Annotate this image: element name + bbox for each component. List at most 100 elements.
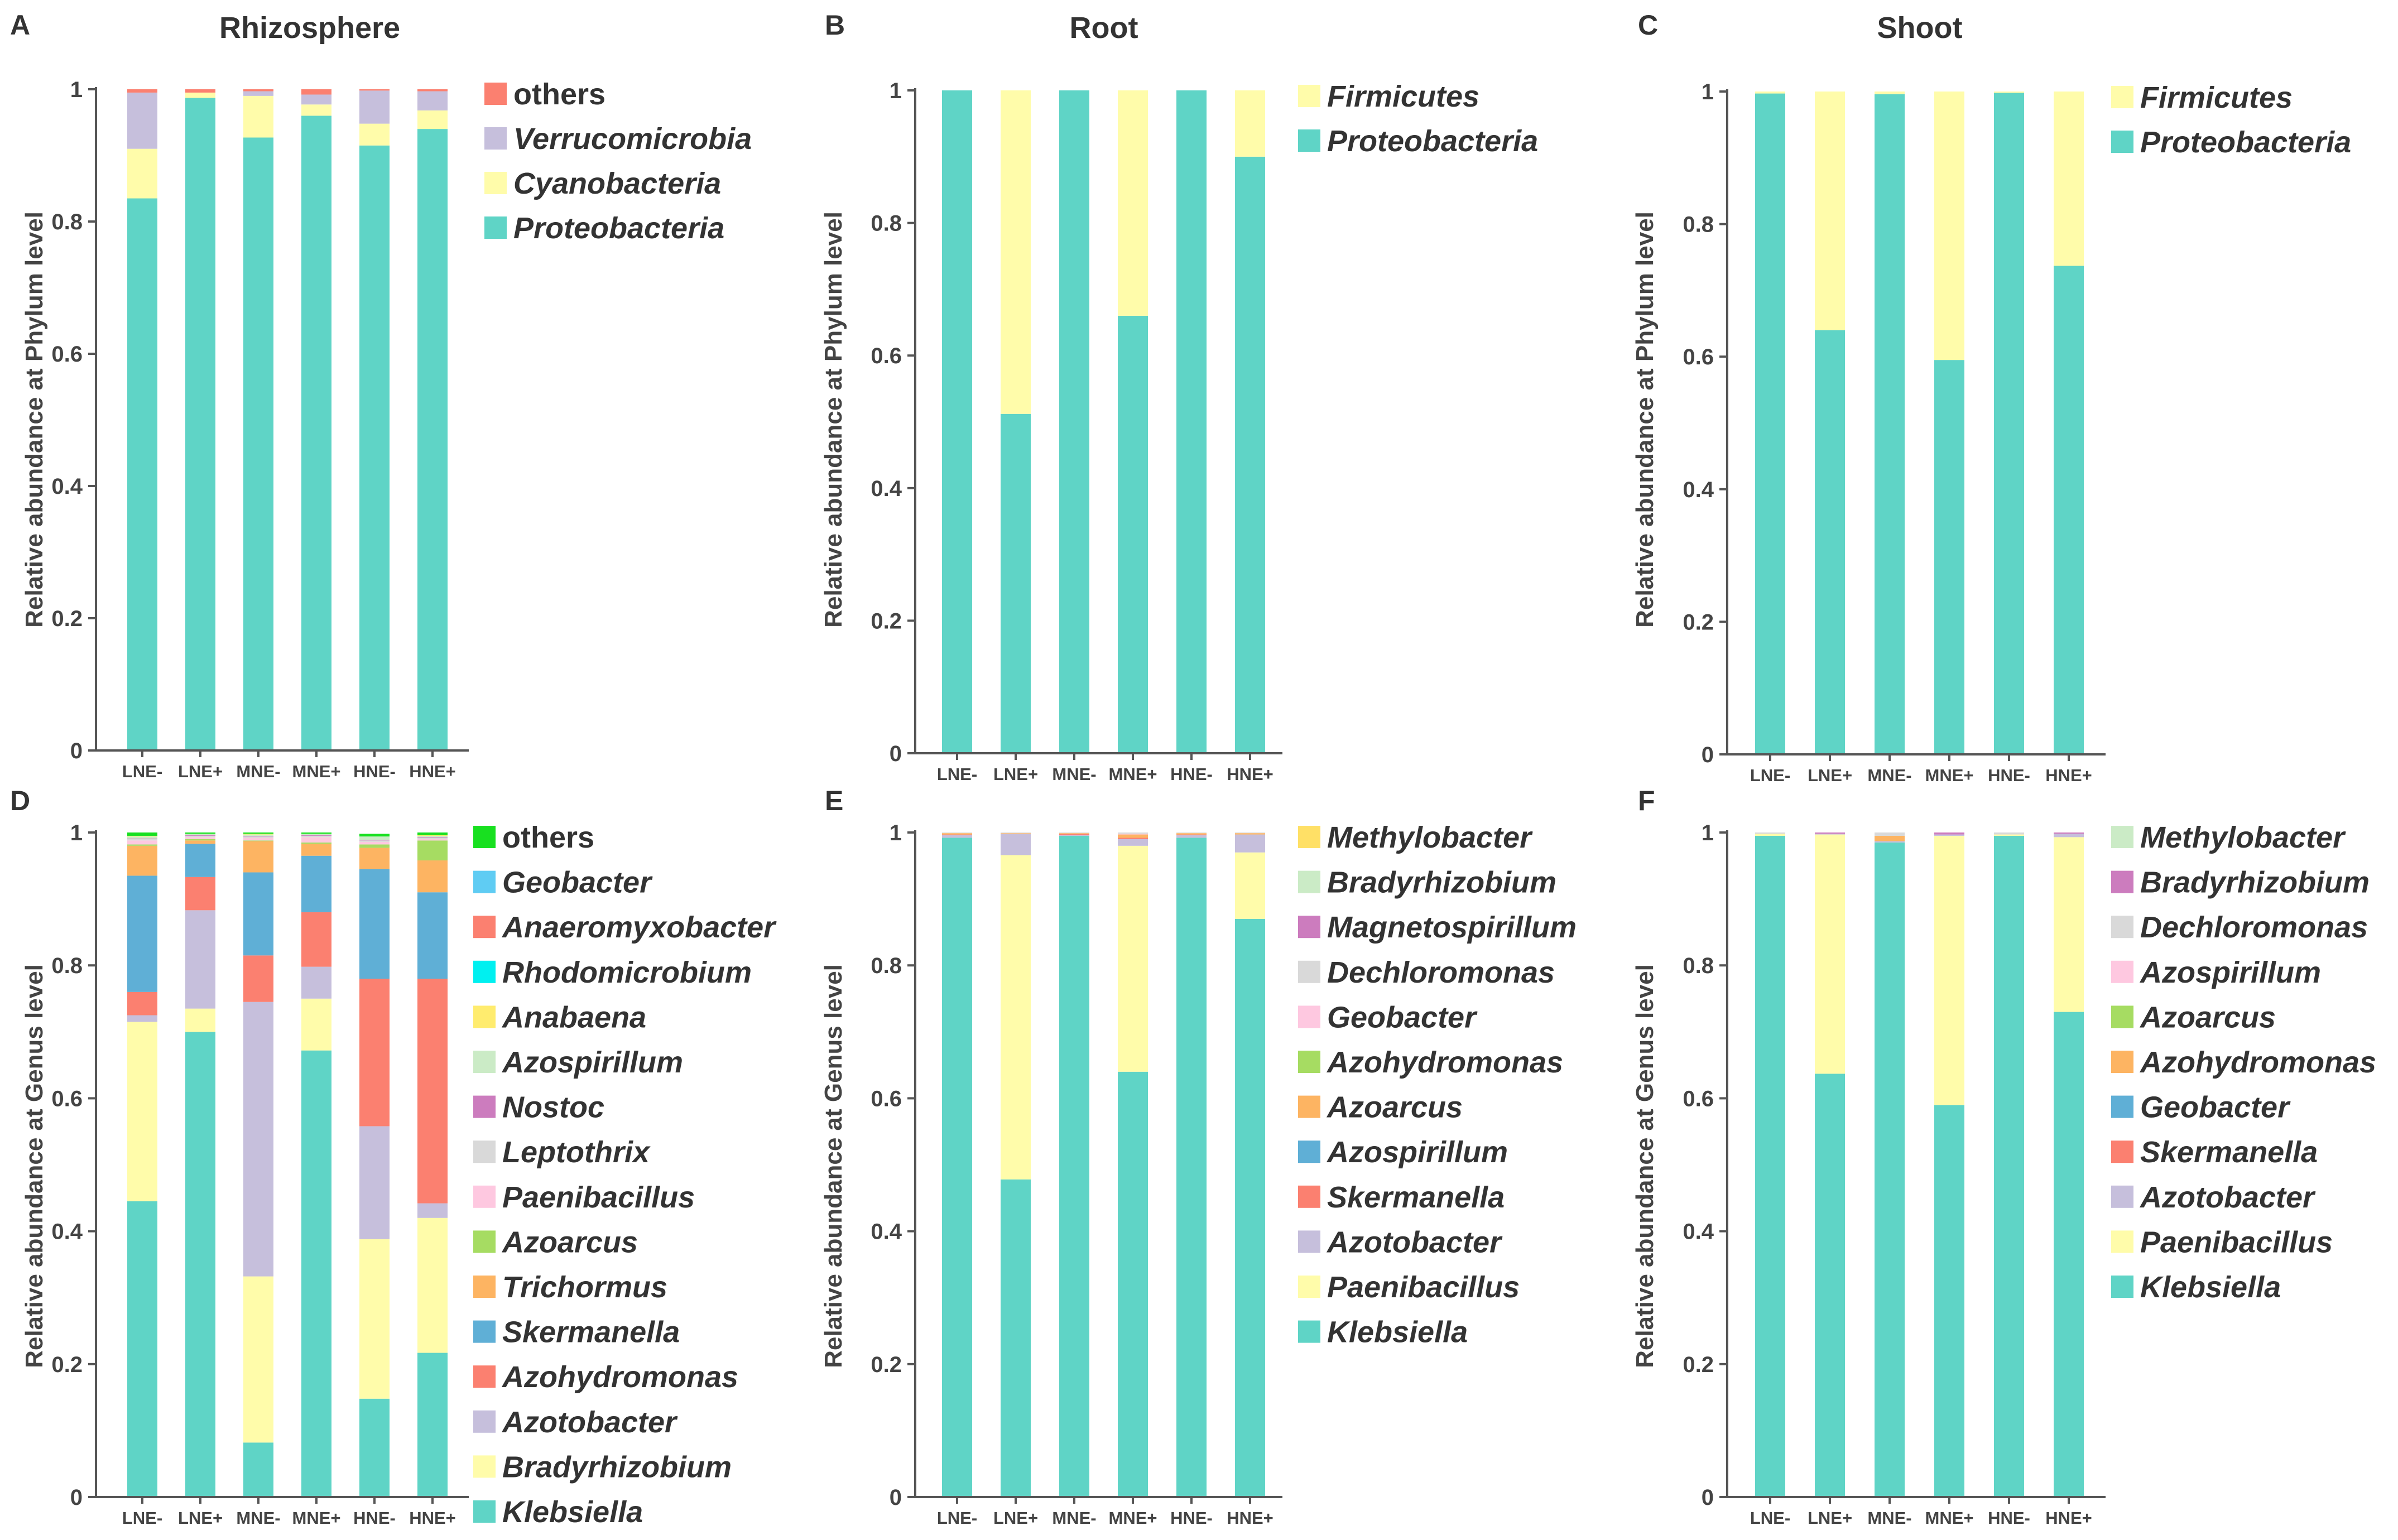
- bar-segment-others-1: [185, 832, 215, 834]
- legend-label-trichormus: Trichormus: [502, 1270, 667, 1304]
- legend-label-methylobacter: Methylobacter: [2140, 821, 2346, 854]
- bar-segment-verrucomicrobia-3: [301, 94, 331, 105]
- bar-segment-firmicutes-3: [1934, 92, 1964, 360]
- panel-title: Shoot: [1877, 11, 1963, 45]
- bar-segment-bradyrhizobium-0: [127, 1022, 157, 1202]
- bar-segment-trichormus-5: [417, 860, 448, 893]
- legend-label-azotobacter: Azotobacter: [2139, 1181, 2316, 1214]
- panel-c: C Shoot Relative abundance at Phylum level…: [1631, 9, 2351, 785]
- bar-segment-klebsiella-2: [1875, 842, 1905, 1497]
- x-tick-label: HNE+: [1227, 1508, 1274, 1528]
- bar-segment-skermanella-3: [1118, 838, 1148, 839]
- bar-segment-azoarcus-0: [127, 844, 157, 846]
- bar-segment-proteobacteria-2: [1875, 94, 1905, 755]
- bar-segment-azoarcus-2: [243, 840, 273, 841]
- bar-segment-skermanella-0: [127, 875, 157, 992]
- bar-segment-proteobacteria-2: [243, 137, 273, 750]
- bar-segment-proteobacteria-4: [1994, 93, 2024, 755]
- bar-segment-leptothrix-0: [127, 839, 157, 841]
- legend-label-azohydromonas: Azohydromonas: [1326, 1046, 1563, 1079]
- legend-label-proteobacteria: Proteobacteria: [2140, 126, 2351, 159]
- legend-swatch-methylobacter: [1298, 826, 1320, 848]
- bar-segment-cyanobacteria-1: [185, 92, 215, 98]
- bar-segment-paenibacillus-1: [1001, 855, 1031, 1180]
- x-tick-label: LNE-: [1750, 766, 1790, 785]
- bar-segment-firmicutes-3: [1118, 90, 1148, 316]
- bar-segment-azoarcus-4: [359, 844, 390, 848]
- bar-segment-azohydromonas-5: [417, 979, 448, 1204]
- bar-segment-cyanobacteria-5: [417, 110, 448, 129]
- y-axis-title: Relative abundance at Genus level: [1631, 964, 1659, 1368]
- y-tick-label: 0.4: [871, 1220, 902, 1244]
- legend-swatch-verrucomicrobia: [484, 127, 507, 150]
- bar-segment-dechloromonas-2: [1059, 832, 1089, 834]
- legend-swatch-methylobacter: [2111, 826, 2133, 848]
- legend-label-bradyrhizobium: Bradyrhizobium: [502, 1450, 732, 1484]
- legend-swatch-azospirillum: [2111, 960, 2133, 983]
- bar-segment-others-5: [417, 832, 448, 835]
- bar-segment-dechloromonas-4: [1176, 832, 1207, 834]
- bar-segment-proteobacteria-1: [1815, 330, 1845, 754]
- legend: Firmicutes Proteobacteria: [2111, 81, 2351, 159]
- bar-segment-firmicutes-0: [1755, 92, 1785, 94]
- x-tick-label: HNE-: [353, 1508, 396, 1528]
- legend-label-geobacter: Geobacter: [502, 866, 653, 899]
- legend-swatch-geobacter: [2111, 1095, 2133, 1118]
- bar-segment-firmicutes-1: [1815, 92, 1845, 330]
- bar-segment-paenibacillus-1: [1815, 834, 1845, 1074]
- bar-segment-trichormus-1: [185, 840, 215, 844]
- legend-label-proteobacteria: Proteobacteria: [1327, 124, 1538, 158]
- bar-segment-leptothrix-1: [185, 835, 215, 838]
- bar-segment-azotobacter-5: [2054, 834, 2084, 838]
- legend-swatch-azotobacter: [1298, 1230, 1320, 1253]
- y-tick-label: 1: [1702, 80, 1714, 104]
- legend-label-verrucomicrobia: Verrucomicrobia: [513, 122, 752, 156]
- bar-segment-others-5: [417, 89, 448, 92]
- bars: [1755, 832, 2084, 1497]
- bar-segment-proteobacteria-0: [127, 198, 157, 750]
- bar-segment-klebsiella-0: [942, 838, 972, 1497]
- bar-segment-klebsiella-5: [417, 1353, 448, 1497]
- y-tick-label: 1: [1702, 821, 1714, 845]
- x-tick-label: LNE-: [122, 1508, 162, 1528]
- legend: Methylobacter Bradyrhizobium Dechloromonas…: [2111, 821, 2376, 1304]
- y-tick-label: 0.6: [51, 342, 83, 367]
- bar-segment-klebsiella-4: [1176, 838, 1207, 1497]
- panel-e: E Relative abundance at Genus level 0 0.2 0.…: [820, 785, 1577, 1528]
- bar-segment-proteobacteria-4: [359, 145, 390, 751]
- legend-label-bradyrhizobium: Bradyrhizobium: [1327, 866, 1556, 899]
- x-tick-label: HNE+: [2045, 1508, 2092, 1528]
- bar-segment-paenibacillus-3: [301, 837, 331, 843]
- x-tick-label: MNE-: [1052, 1508, 1096, 1528]
- x-tick-label: MNE-: [1867, 1508, 1911, 1528]
- legend-swatch-paenibacillus: [2111, 1230, 2133, 1253]
- bar-segment-dechloromonas-1: [1001, 832, 1031, 834]
- bar-segment-cyanobacteria-3: [301, 104, 331, 116]
- legend-swatch-anaeromyxobacter: [473, 916, 496, 939]
- legend-swatch-geobacter: [1298, 1005, 1320, 1028]
- x-tick-label: LNE-: [937, 1508, 977, 1528]
- legend-swatch-nostoc: [473, 1095, 496, 1118]
- x-tick-label: LNE-: [122, 762, 162, 781]
- bar-segment-proteobacteria-2: [1059, 90, 1089, 753]
- y-axis-title: Relative abundance at Phylum level: [21, 211, 48, 628]
- legend: Firmicutes Proteobacteria: [1298, 80, 1538, 158]
- legend-label-skermanella: Skermanella: [502, 1316, 680, 1349]
- bar-segment-azospirillum-4: [359, 836, 390, 840]
- legend-swatch-rhodomicrobium: [473, 960, 496, 983]
- legend-swatch-paenibacillus: [1298, 1276, 1320, 1298]
- y-tick-label: 0.2: [871, 1353, 902, 1377]
- x-tick-label: MNE+: [1925, 766, 1974, 785]
- legend-label-dechloromonas: Dechloromonas: [2140, 911, 2368, 944]
- bar-segment-klebsiella-5: [1235, 918, 1265, 1497]
- bar-segment-azoarcus-5: [417, 840, 448, 861]
- legend-swatch-proteobacteria: [2111, 131, 2133, 153]
- y-tick-label: 0: [1702, 1485, 1714, 1510]
- bar-segment-azoarcus-3: [301, 842, 331, 844]
- x-tick-label: MNE+: [1925, 1508, 1974, 1528]
- x-tick-label: MNE-: [1867, 766, 1911, 785]
- legend-swatch-azoarcus: [473, 1230, 496, 1253]
- bars: [1755, 92, 2084, 755]
- bar-segment-firmicutes-4: [1994, 92, 2024, 93]
